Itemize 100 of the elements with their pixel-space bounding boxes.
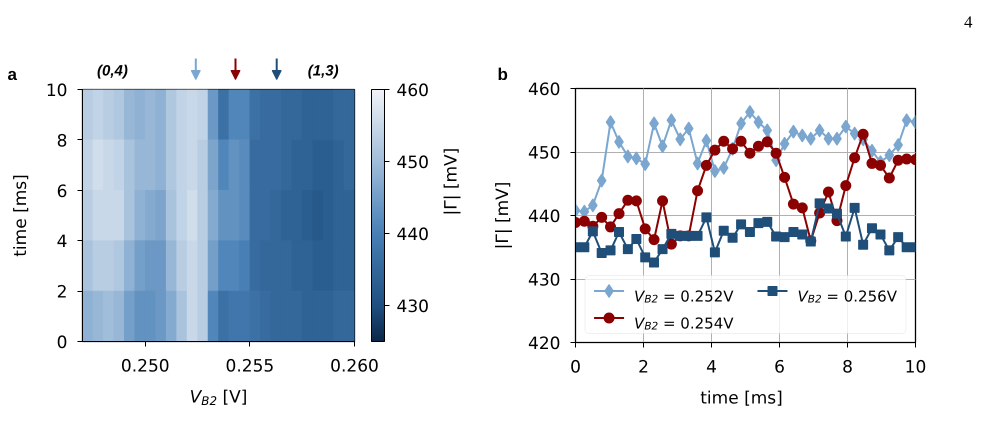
x-tick-label: 0	[570, 358, 581, 378]
point	[901, 153, 912, 164]
y-tick-label: 420	[528, 334, 561, 354]
x-tick-label: 10	[904, 358, 926, 378]
text: 4	[964, 12, 973, 32]
point	[692, 230, 703, 241]
x-tick-label: 0.260	[330, 356, 379, 376]
point	[640, 223, 651, 234]
point	[728, 232, 738, 243]
point	[718, 160, 729, 175]
point	[779, 172, 790, 183]
point	[640, 252, 650, 262]
point	[744, 148, 756, 159]
point	[692, 185, 704, 196]
chart-title: b	[498, 65, 508, 84]
point	[858, 128, 869, 140]
point	[762, 216, 772, 227]
point	[788, 198, 799, 210]
point	[849, 152, 860, 164]
point	[874, 160, 886, 171]
point	[770, 148, 782, 159]
point	[840, 180, 852, 192]
color-bar-label: 440	[396, 225, 429, 245]
legend-label: VB2 = 0.256V	[798, 287, 898, 306]
point	[718, 136, 730, 147]
point	[700, 160, 712, 171]
point	[752, 140, 764, 152]
color-bar-label: 450	[396, 153, 429, 173]
x-tick-label: 8	[842, 358, 853, 378]
chart-title: a	[8, 65, 18, 84]
point	[744, 227, 755, 238]
point	[797, 230, 808, 240]
x-tick-label: 4	[706, 358, 717, 378]
point	[701, 212, 712, 222]
point	[875, 230, 886, 240]
y-tick-label: 460	[528, 80, 561, 100]
point	[640, 157, 650, 172]
x-tick-label: 0.255	[226, 356, 274, 376]
y-tick-label: 2	[56, 282, 68, 303]
point	[762, 136, 773, 148]
point	[622, 244, 633, 254]
y-tick-label: 10	[46, 81, 68, 101]
point	[614, 208, 625, 220]
point	[832, 208, 842, 219]
x-tick-label: 0.250	[120, 356, 170, 376]
point	[736, 219, 746, 230]
color-bar-label: 460	[396, 81, 429, 101]
point	[797, 128, 808, 142]
point	[709, 144, 720, 156]
text: (1,3)	[308, 62, 339, 80]
point	[823, 204, 834, 214]
point	[675, 132, 686, 146]
point	[762, 123, 772, 138]
point	[630, 195, 642, 206]
point	[850, 202, 860, 213]
text: (0,4)	[97, 62, 128, 80]
point	[753, 218, 764, 228]
point	[718, 226, 729, 236]
point	[884, 172, 895, 184]
point	[780, 232, 790, 242]
y-axis-title: time [ms]	[10, 174, 31, 257]
y-tick-label: 8	[56, 131, 68, 152]
y-axis-title: |Γ| [mV]	[493, 182, 514, 250]
point	[866, 158, 878, 169]
point	[684, 122, 694, 136]
y-tick-label: 4	[56, 232, 68, 252]
point	[605, 221, 616, 232]
y-tick-label: 440	[528, 207, 561, 227]
point	[648, 234, 660, 246]
point	[884, 245, 894, 256]
x-tick-label: 2	[638, 358, 649, 378]
x-tick-label: 6	[774, 358, 785, 378]
point	[588, 226, 598, 236]
point	[806, 132, 816, 146]
point	[840, 231, 851, 242]
point	[579, 242, 590, 252]
point	[788, 227, 798, 238]
y-tick-label: 450	[528, 144, 561, 164]
point	[796, 202, 808, 214]
color-bar-label: 430	[396, 297, 429, 317]
point	[736, 136, 747, 147]
legend-label: VB2 = 0.252V	[634, 287, 734, 306]
point	[710, 247, 720, 258]
y-tick-label: 6	[56, 182, 68, 202]
point	[596, 174, 607, 188]
x-axis-title: time [ms]	[700, 388, 783, 408]
point	[840, 120, 851, 134]
y-tick-label: 430	[528, 270, 561, 290]
point	[631, 234, 642, 244]
point	[893, 232, 904, 242]
y-tick-label: 0	[56, 333, 68, 353]
point	[578, 216, 590, 227]
point	[884, 148, 894, 162]
point	[814, 198, 825, 208]
legend-label: VB2 = 0.254V	[634, 314, 734, 333]
point	[866, 223, 877, 234]
point	[822, 186, 834, 198]
point	[596, 248, 607, 258]
point	[658, 244, 668, 254]
point	[649, 257, 660, 268]
